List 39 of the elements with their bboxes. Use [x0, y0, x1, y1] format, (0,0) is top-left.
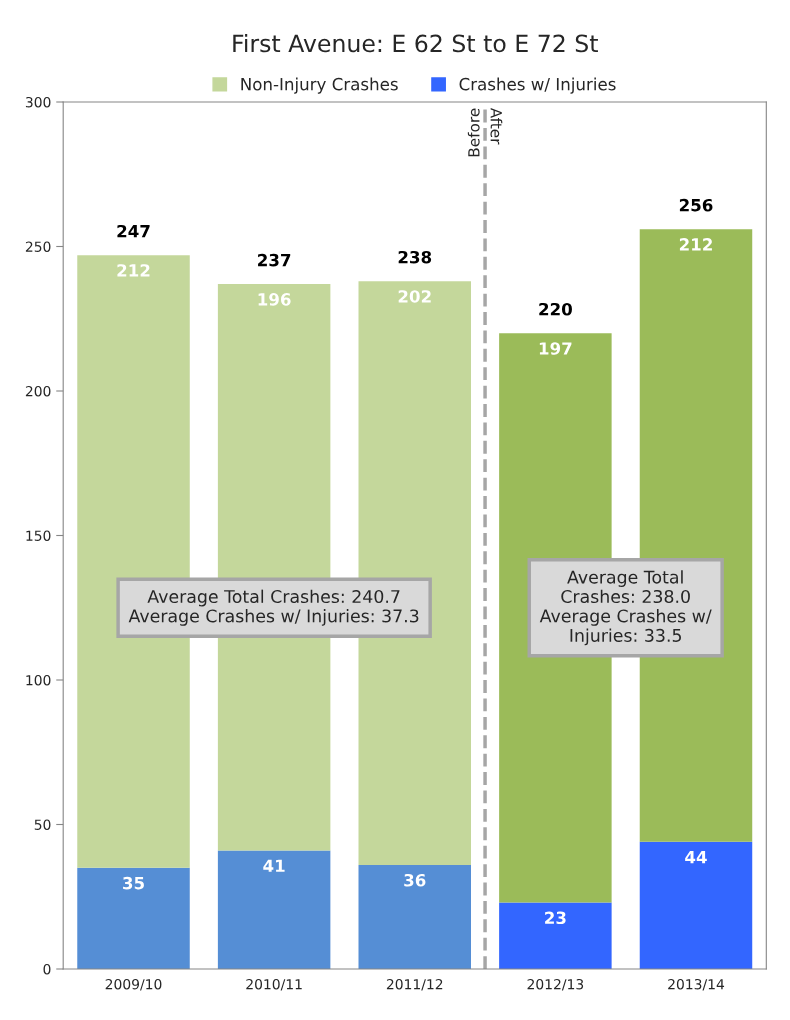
- data-label: 196: [258, 293, 291, 306]
- y-tick-label: 0: [43, 963, 51, 975]
- x-tick-label: 2010/11: [246, 978, 302, 991]
- annotation: Average Total Crashes: 240.7 Average Crashes w/ Injuries: 37.3: [128, 589, 419, 626]
- annotation: After: [490, 107, 503, 145]
- y-tick-label: 250: [25, 241, 51, 252]
- x-tick-label: 2012/13: [527, 978, 584, 991]
- chart-title: First Avenue: E 62 St to E 72 St: [233, 34, 598, 53]
- bar: [499, 902, 612, 969]
- x-tick-label: 2009/10: [105, 978, 162, 991]
- data-label: 197: [539, 342, 572, 355]
- total-label: 256: [679, 198, 713, 212]
- total-label: 220: [539, 302, 572, 316]
- data-label: 35: [123, 876, 144, 890]
- total-label: 247: [117, 224, 150, 238]
- x-tick-label: 2011/12: [386, 978, 443, 991]
- data-label: 23: [545, 911, 566, 925]
- y-tick-label: 150: [26, 530, 51, 541]
- data-label: 212: [679, 238, 712, 251]
- data-label: 41: [263, 859, 285, 872]
- legend-label: Crashes w/ Injuries: [459, 77, 616, 94]
- y-tick-label: 200: [25, 385, 51, 397]
- bar: [217, 850, 331, 969]
- bar: [77, 867, 190, 969]
- annotation: Average Total Crashes: 238.0 Average Crashes w/ Injuries: 33.5: [539, 570, 712, 646]
- bar: [639, 841, 753, 969]
- data-label: 36: [404, 873, 426, 887]
- total-label: 238: [398, 250, 432, 264]
- y-tick-label: 50: [34, 819, 51, 830]
- data-label: 44: [685, 851, 707, 864]
- bar: [358, 864, 471, 969]
- y-tick-label: 100: [26, 674, 51, 686]
- legend-label: Non-Injury Crashes: [241, 77, 398, 94]
- total-label: 237: [258, 253, 291, 267]
- annotation: Before: [467, 108, 480, 157]
- x-tick-label: 2013/14: [668, 978, 725, 991]
- y-tick-label: 300: [25, 96, 51, 108]
- data-label: 212: [117, 264, 150, 277]
- data-label: 202: [398, 290, 431, 303]
